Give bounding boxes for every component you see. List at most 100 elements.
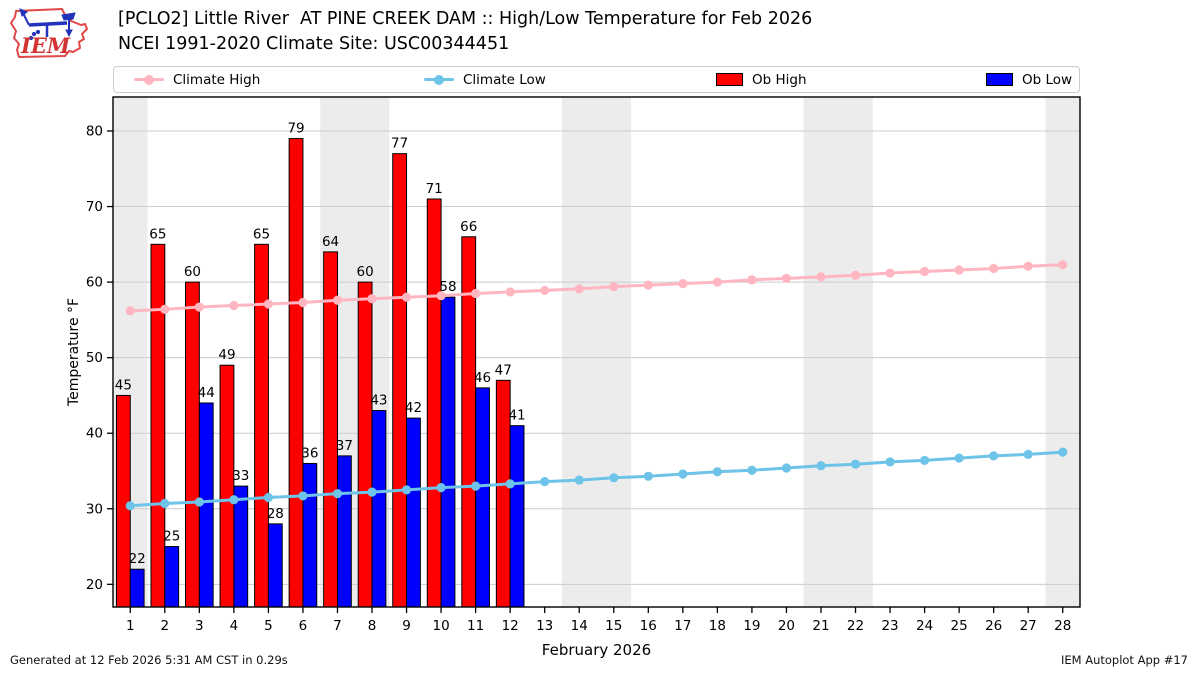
climate-high-point	[919, 266, 930, 277]
bar-ob-high	[254, 243, 269, 608]
bar-ob-low	[475, 387, 490, 608]
title-block: [PCLO2] Little River AT PINE CREEK DAM :…	[118, 7, 812, 57]
bar-label-low: 58	[439, 279, 456, 295]
legend-item-ob-low: Ob Low	[986, 67, 1072, 92]
climate-high-point	[816, 272, 826, 282]
climate-low-point	[125, 501, 135, 511]
climate-low-point	[919, 455, 930, 466]
climate-high-point	[1023, 261, 1033, 271]
x-tick-label: 17	[674, 618, 691, 634]
climate-low-point	[263, 492, 274, 503]
climate-low-point	[471, 481, 481, 491]
bar-label-high: 65	[149, 226, 166, 242]
x-tick-label: 20	[778, 618, 795, 634]
weekend-band	[1045, 97, 1080, 607]
bar-ob-low	[371, 410, 387, 608]
weather-vane-icon	[19, 8, 76, 41]
bar-label-high: 64	[322, 234, 339, 250]
bar-label-low: 46	[474, 370, 491, 386]
climate-low-point	[885, 457, 895, 467]
climate-low-point	[954, 453, 964, 463]
climate-low-point	[712, 467, 722, 477]
y-tick-label: 40	[86, 426, 103, 442]
climate-high-point	[160, 304, 170, 314]
x-tick-label: 16	[640, 618, 657, 634]
x-tick-label: 3	[195, 618, 204, 634]
bar-label-high: 65	[253, 226, 270, 242]
climate-low-point	[678, 469, 688, 479]
x-tick-label: 10	[432, 618, 449, 634]
climate-low-point	[816, 461, 826, 471]
bar-label-high: 79	[287, 121, 304, 137]
x-tick-label: 27	[1020, 618, 1037, 634]
generated-timestamp: Generated at 12 Feb 2026 5:31 AM CST in …	[10, 653, 288, 667]
x-tick-label: 21	[812, 618, 829, 634]
x-tick-label: 24	[916, 618, 933, 634]
climate-low-line	[130, 450, 1063, 508]
bar-ob-high	[150, 243, 166, 608]
climate-low-point	[609, 473, 619, 483]
page-title: [PCLO2] Little River AT PINE CREEK DAM :…	[118, 9, 813, 29]
bar-label-low: 22	[129, 551, 146, 567]
x-axis-label: February 2026	[542, 641, 651, 659]
bar-ob-high	[426, 198, 442, 608]
bar-ob-low	[302, 462, 318, 608]
bar-label-high: 71	[426, 181, 443, 197]
page-subtitle: NCEI 1991-2020 Climate Site: USC00344451	[118, 34, 510, 54]
x-tick-label: 6	[299, 618, 308, 634]
climate-low-point	[781, 463, 792, 473]
bar-label-low: 33	[232, 468, 249, 484]
y-tick-label: 80	[86, 124, 103, 140]
climate-high-point	[678, 279, 688, 289]
bar-label-high: 47	[495, 362, 512, 378]
climate-high-point	[125, 306, 135, 316]
bar-label-low: 37	[336, 438, 353, 454]
weekend-band	[561, 97, 632, 607]
bar-ob-high	[357, 281, 373, 608]
bar-ob-low	[406, 417, 421, 608]
bar-label-high: 66	[460, 219, 477, 235]
x-tick-label: 2	[161, 618, 170, 634]
bar-ob-high	[288, 138, 304, 608]
bar-ob-low	[267, 523, 283, 608]
climate-low-point	[160, 498, 170, 509]
climate-high-point	[332, 295, 343, 305]
climate-high-line-marker-icon	[134, 74, 164, 85]
climate-high-point	[401, 292, 412, 302]
climate-high-point	[540, 285, 550, 296]
bar-label-high: 60	[184, 264, 201, 280]
climate-low-point	[332, 489, 343, 499]
climate-high-point	[229, 300, 239, 311]
bar-ob-high	[323, 251, 338, 608]
climate-high-point	[194, 302, 204, 312]
climate-high-point	[850, 270, 861, 280]
ob-low-swatch-icon	[986, 73, 1013, 86]
climate-low-point	[401, 485, 412, 495]
bar-label-low: 43	[370, 393, 387, 409]
x-tick-label: 11	[467, 618, 484, 634]
weekend-band	[803, 97, 873, 607]
climate-high-point	[263, 299, 274, 309]
climate-high-line	[130, 263, 1063, 313]
climate-high-point	[954, 265, 964, 275]
climate-high-point	[574, 284, 584, 294]
climate-high-point	[885, 268, 895, 278]
climate-high-point	[436, 291, 446, 301]
climate-high-point	[367, 294, 377, 304]
y-tick-label: 50	[86, 350, 103, 366]
bar-ob-low	[509, 425, 525, 608]
legend-label: Climate Low	[463, 71, 546, 88]
y-tick-label: 30	[86, 501, 103, 517]
bar-ob-high	[392, 153, 408, 608]
bar-label-low: 36	[301, 445, 318, 461]
legend-item-climate-low: Climate Low	[424, 67, 546, 92]
climate-high-point	[609, 282, 619, 292]
bar-label-low: 41	[508, 408, 525, 424]
climate-low-point	[436, 483, 446, 493]
x-tick-label: 9	[402, 618, 411, 634]
bar-label-high: 45	[115, 377, 132, 393]
y-tick-label: 70	[86, 199, 103, 215]
climate-low-point	[574, 475, 584, 485]
